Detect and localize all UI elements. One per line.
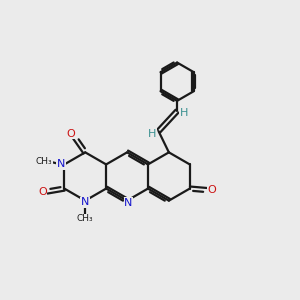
Text: N: N — [81, 197, 89, 207]
Text: N: N — [57, 159, 65, 170]
Text: N: N — [124, 198, 133, 208]
Text: O: O — [66, 128, 75, 139]
Text: O: O — [207, 185, 216, 195]
Text: O: O — [38, 187, 47, 196]
Text: H: H — [148, 128, 156, 139]
Text: H: H — [179, 109, 188, 118]
Text: CH₃: CH₃ — [36, 157, 52, 166]
Text: CH₃: CH₃ — [77, 214, 94, 224]
